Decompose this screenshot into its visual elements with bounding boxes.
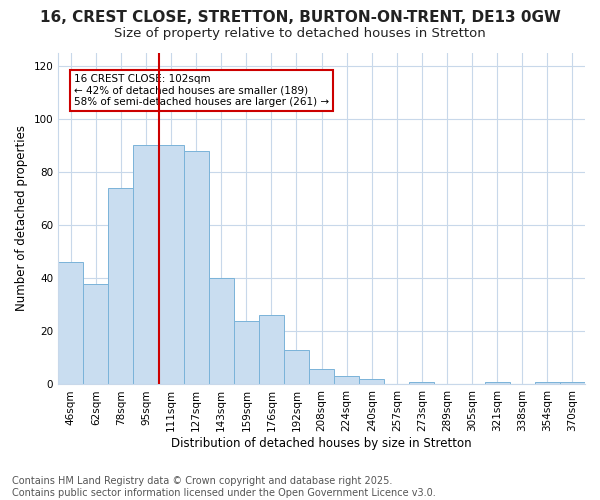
- Bar: [58, 262, 83, 384]
- Bar: [409, 382, 434, 384]
- Bar: [560, 382, 585, 384]
- X-axis label: Distribution of detached houses by size in Stretton: Distribution of detached houses by size …: [171, 437, 472, 450]
- Bar: [234, 320, 259, 384]
- Bar: [109, 188, 133, 384]
- Bar: [535, 382, 560, 384]
- Text: 16 CREST CLOSE: 102sqm
← 42% of detached houses are smaller (189)
58% of semi-de: 16 CREST CLOSE: 102sqm ← 42% of detached…: [74, 74, 329, 107]
- Y-axis label: Number of detached properties: Number of detached properties: [15, 126, 28, 312]
- Bar: [133, 146, 158, 384]
- Bar: [184, 151, 209, 384]
- Bar: [334, 376, 359, 384]
- Bar: [359, 379, 385, 384]
- Bar: [259, 316, 284, 384]
- Bar: [158, 146, 184, 384]
- Text: Contains HM Land Registry data © Crown copyright and database right 2025.
Contai: Contains HM Land Registry data © Crown c…: [12, 476, 436, 498]
- Text: 16, CREST CLOSE, STRETTON, BURTON-ON-TRENT, DE13 0GW: 16, CREST CLOSE, STRETTON, BURTON-ON-TRE…: [40, 10, 560, 25]
- Text: Size of property relative to detached houses in Stretton: Size of property relative to detached ho…: [114, 28, 486, 40]
- Bar: [209, 278, 234, 384]
- Bar: [83, 284, 109, 384]
- Bar: [485, 382, 510, 384]
- Bar: [284, 350, 309, 384]
- Bar: [309, 368, 334, 384]
